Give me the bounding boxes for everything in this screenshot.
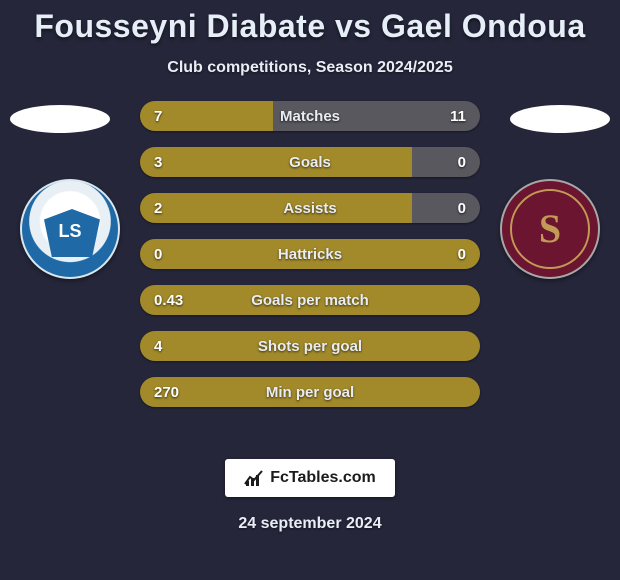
stat-value-left: 270	[154, 384, 179, 401]
stat-segment-left: 2	[140, 193, 412, 223]
brand-badge: FcTables.com	[225, 459, 395, 497]
stat-value-left: 3	[154, 154, 162, 171]
stat-row: 0.43Goals per match	[140, 285, 480, 315]
comparison-panel: LS S 711Matches30Goals20Assists00Hattric…	[0, 101, 620, 441]
stat-row: 00Hattricks	[140, 239, 480, 269]
club-right-abbrev: S	[502, 205, 598, 252]
club-badge-right: S	[500, 179, 600, 279]
stat-segment-left: 0	[140, 239, 429, 269]
club-left-abbrev: LS	[22, 221, 118, 242]
stat-segment-right: 0	[412, 147, 480, 177]
stat-segment-left: 3	[140, 147, 412, 177]
date-label: 24 september 2024	[0, 515, 620, 533]
stat-segment-left: 270	[140, 377, 480, 407]
brand-text: FcTables.com	[270, 469, 376, 487]
stat-row: 20Assists	[140, 193, 480, 223]
stat-row: 4Shots per goal	[140, 331, 480, 361]
stat-value-left: 4	[154, 338, 162, 355]
stat-value-right: 0	[458, 154, 466, 171]
player-right-avatar	[510, 105, 610, 133]
stat-value-left: 7	[154, 108, 162, 125]
player-left-avatar	[10, 105, 110, 133]
stat-value-right: 11	[450, 108, 466, 125]
stat-segment-left: 7	[140, 101, 273, 131]
stat-value-left: 2	[154, 200, 162, 217]
stat-row: 270Min per goal	[140, 377, 480, 407]
stat-segment-left: 4	[140, 331, 480, 361]
stat-value-right: 0	[458, 200, 466, 217]
stat-value-left: 0	[154, 246, 162, 263]
stat-segment-left: 0.43	[140, 285, 480, 315]
stat-segment-right: 0	[412, 193, 480, 223]
stat-bars: 711Matches30Goals20Assists00Hattricks0.4…	[140, 101, 480, 423]
club-badge-left: LS	[20, 179, 120, 279]
stat-value-left: 0.43	[154, 292, 183, 309]
stat-row: 711Matches	[140, 101, 480, 131]
page-subtitle: Club competitions, Season 2024/2025	[0, 59, 620, 77]
stat-segment-right: 0	[429, 239, 480, 269]
stat-segment-right: 11	[273, 101, 480, 131]
page-title: Fousseyni Diabate vs Gael Ondoua	[0, 0, 620, 45]
stat-row: 30Goals	[140, 147, 480, 177]
stat-value-right: 0	[458, 246, 466, 263]
chart-icon	[244, 469, 264, 487]
